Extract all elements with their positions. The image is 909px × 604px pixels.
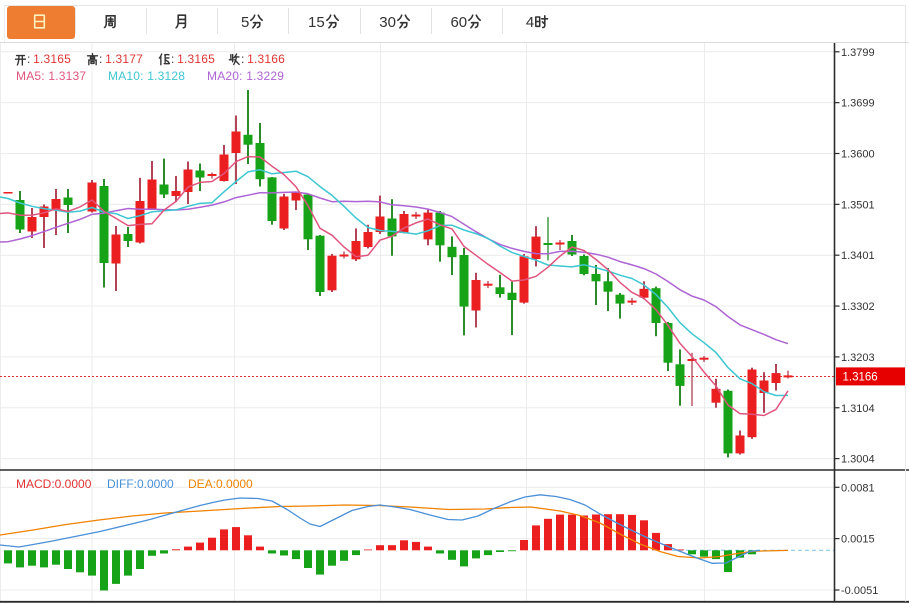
svg-text:1.3203: 1.3203 <box>841 352 875 364</box>
svg-text:1.3166: 1.3166 <box>843 372 878 384</box>
svg-text:-0.0051: -0.0051 <box>841 585 878 597</box>
svg-text:0.0015: 0.0015 <box>841 534 875 546</box>
svg-text:1.3501: 1.3501 <box>841 199 875 211</box>
svg-text:1.3104: 1.3104 <box>841 403 875 415</box>
svg-text:0.0081: 0.0081 <box>841 482 875 494</box>
svg-text:1.3004: 1.3004 <box>841 454 875 466</box>
svg-text:1.3600: 1.3600 <box>841 149 875 161</box>
svg-text:1.3699: 1.3699 <box>841 98 875 110</box>
svg-text:1.3401: 1.3401 <box>841 250 875 262</box>
svg-text:1.3302: 1.3302 <box>841 301 875 313</box>
svg-text:1.3799: 1.3799 <box>841 47 875 59</box>
